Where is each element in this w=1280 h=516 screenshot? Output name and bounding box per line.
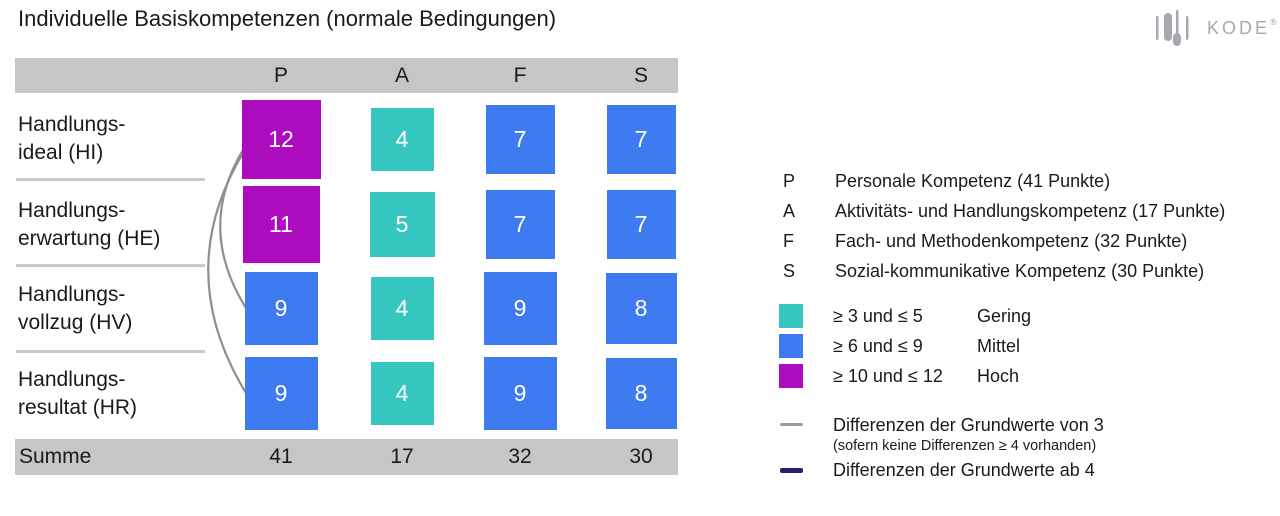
row-label-line: Handlungs- [18,283,126,306]
matrix-cell: 8 [605,272,677,344]
bin-range: ≥ 6 und ≤ 9 [833,335,923,356]
diff4-label: Differenzen der Grundwerte ab 4 [833,460,1095,480]
matrix-cell: 4 [370,361,434,425]
matrix-cell: 9 [483,356,557,430]
matrix-cell: 4 [370,276,434,340]
bin-swatch-blue [779,334,803,358]
row-divider [16,264,205,267]
bin-row-mittel: ≥ 6 und ≤ 9 Mittel [779,331,1031,361]
sum-value-s: 30 [629,445,653,468]
competence-legend: P Personale Kompetenz (41 Punkte) A Akti… [783,166,1225,286]
row-label-line: resultat (HR) [18,396,138,419]
matrix-cell: 9 [483,271,557,345]
matrix-cell: 9 [244,356,318,430]
bin-row-hoch: ≥ 10 und ≤ 12 Hoch [779,361,1031,391]
row-label-hi: Handlungs- ideal (HI) [18,111,218,167]
matrix-cell: 7 [606,104,676,174]
row-label-line: vollzug (HV) [18,311,133,334]
matrix-cell: 9 [244,271,318,345]
matrix-cell: 5 [369,191,435,257]
diff4-line-sample [780,468,803,473]
row-label-hv: Handlungs- vollzug (HV) [18,281,218,337]
column-header-a: A [394,64,409,87]
row-label-line: Handlungs- [18,368,126,391]
bin-level: Hoch [977,365,1020,386]
legend-row-p: P Personale Kompetenz (41 Punkte) [783,166,1225,196]
matrix-cell: 7 [485,189,555,259]
matrix-cell: 8 [605,357,677,429]
legend-row-a: A Aktivitäts- und Handlungskompetenz (17… [783,196,1225,226]
bin-range: ≥ 3 und ≤ 5 [833,305,923,326]
sum-label: Summe [19,445,92,468]
table-header-row: P A F S [15,58,678,93]
sum-value-p: 41 [269,445,293,468]
legend-text: Aktivitäts- und Handlungskompetenz (17 P… [835,200,1226,221]
kode-logo: KODE ® [1156,10,1277,46]
difference-arc-3 [207,151,248,395]
kode-logo-text: KODE [1207,17,1271,38]
table-sum-row: Summe 41 17 32 30 [15,439,678,475]
legend-row-f: F Fach- und Methodenkompetenz (32 Punkte… [783,226,1225,256]
column-header-f: F [513,64,527,87]
row-label-line: erwartung (HE) [18,227,161,250]
bin-level: Mittel [977,335,1021,356]
row-label-line: Handlungs- [18,113,126,136]
bin-row-gering: ≥ 3 und ≤ 5 Gering [779,301,1031,331]
row-label-line: Handlungs- [18,199,126,222]
sum-value-a: 17 [390,445,414,468]
bin-swatch-purple [779,364,803,388]
registered-mark: ® [1270,17,1277,27]
matrix-cell: 12 [241,99,321,179]
sum-value-f: 32 [508,445,532,468]
row-divider [16,178,205,181]
matrix-cell: 11 [242,185,320,263]
legend-key: F [783,230,794,251]
row-divider [16,350,205,353]
column-header-s: S [633,64,648,87]
row-label-he: Handlungs- erwartung (HE) [18,197,218,253]
legend-key: P [783,170,796,191]
diff3-sublabel: (sofern keine Differenzen ≥ 4 vorhanden) [833,438,1097,454]
row-label-hr: Handlungs- resultat (HR) [18,366,218,422]
column-header-p: P [273,64,288,87]
matrix-cell: 4 [370,107,434,171]
legend-row-s: S Sozial-kommunikative Kompetenz (30 Pun… [783,256,1225,286]
legend-text: Personale Kompetenz (41 Punkte) [835,170,1111,191]
color-bins-legend: ≥ 3 und ≤ 5 Gering ≥ 6 und ≤ 9 Mittel ≥ … [779,301,1031,391]
row-label-line: ideal (HI) [18,141,104,164]
bin-range: ≥ 10 und ≤ 12 [833,365,943,386]
diff3-label: Differenzen der Grundwerte von 3 [833,415,1104,435]
bin-level: Gering [977,305,1032,326]
matrix-cell: 7 [606,189,676,259]
legend-key: S [783,260,796,281]
bin-swatch-teal [779,304,803,328]
page-title: Individuelle Basiskompetenzen (normale B… [18,6,557,31]
legend-key: A [783,200,796,221]
legend-text: Sozial-kommunikative Kompetenz (30 Punkt… [835,260,1205,281]
legend-text: Fach- und Methodenkompetenz (32 Punkte) [835,230,1188,251]
matrix-cell: 7 [485,104,555,174]
diff3-line-sample [780,423,803,426]
kode-logo-icon [1156,10,1189,46]
